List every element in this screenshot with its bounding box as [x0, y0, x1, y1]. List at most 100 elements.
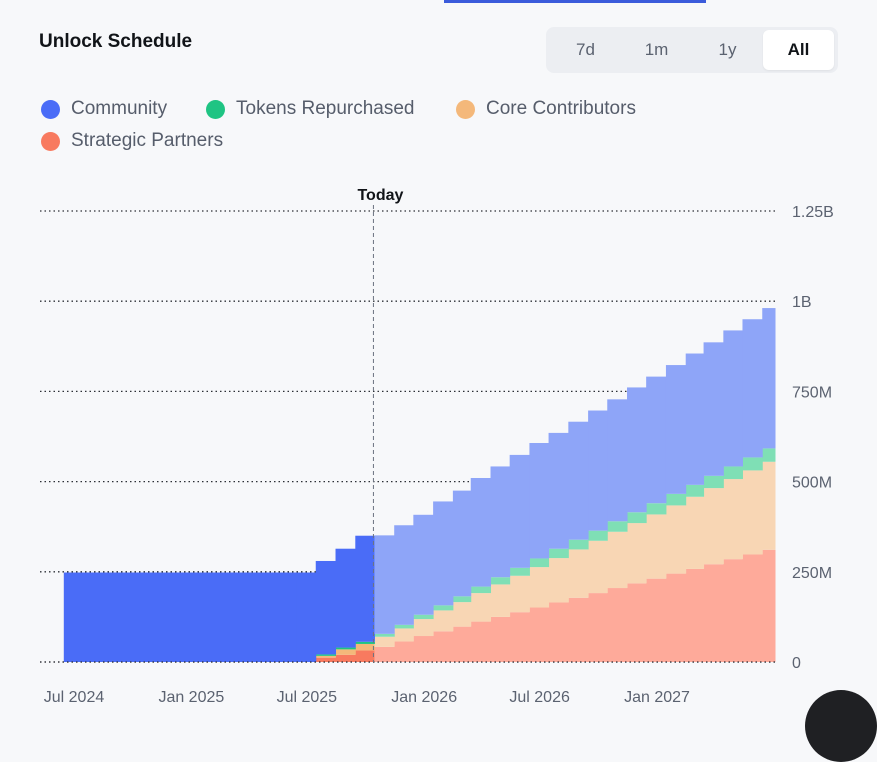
area-step-strategic-partners	[723, 559, 743, 662]
area-step-strategic-partners	[548, 602, 569, 662]
area-step-core-contributors	[335, 649, 356, 655]
area-step-core-contributors	[470, 593, 492, 622]
area-step-strategic-partners	[433, 631, 454, 662]
area-step-tokens-repurchased	[433, 605, 454, 611]
area-step-community	[315, 560, 337, 655]
unlock-schedule-card: Unlock Schedule 7d 1m 1y All Community T…	[39, 0, 877, 762]
area-step-tokens-repurchased	[335, 647, 356, 650]
area-step-community	[374, 535, 395, 634]
area-step-strategic-partners	[762, 549, 776, 662]
area-step-strategic-partners	[355, 650, 375, 662]
area-step-tokens-repurchased	[568, 539, 589, 550]
area-step-community	[646, 376, 667, 504]
range-all-button[interactable]: All	[763, 30, 834, 70]
area-step-community	[685, 353, 705, 485]
area-step-tokens-repurchased	[490, 577, 511, 585]
area-step-strategic-partners	[588, 593, 608, 662]
area-step-core-contributors	[665, 505, 687, 574]
core-contributors-dot-icon	[456, 99, 475, 119]
unlock-area-chart: 0 250M 500M 750M 1B 1.25B Today Jul 2024 Jan 202…	[40, 187, 834, 706]
chart-title: Unlock Schedule	[39, 31, 193, 52]
area-step-community	[335, 548, 356, 648]
legend-label: Strategic Partners	[71, 130, 224, 151]
area-step-community	[665, 365, 687, 494]
area-step-core-contributors	[529, 567, 550, 608]
area-step-community	[413, 514, 434, 615]
legend-label: Core Contributors	[486, 98, 636, 119]
area-step-community	[762, 308, 776, 449]
area-step-core-contributors	[607, 531, 628, 589]
area-step-community	[723, 330, 743, 467]
x-tick-label: Jan 2025	[158, 689, 224, 706]
area-step-community	[452, 490, 472, 597]
area-step-core-contributors	[646, 514, 667, 579]
area-step-strategic-partners	[607, 588, 628, 662]
strategic-partners-dot-icon	[41, 131, 60, 151]
area-step-strategic-partners	[529, 607, 550, 662]
area-step-core-contributors	[413, 619, 434, 637]
area-step-tokens-repurchased	[548, 548, 569, 559]
area-step-tokens-repurchased	[646, 503, 667, 515]
area-step-community	[529, 442, 550, 559]
y-tick-label: 1.25B	[792, 204, 834, 221]
area-step-core-contributors	[509, 575, 530, 613]
x-tick-label: Jul 2024	[44, 689, 105, 706]
area-step-tokens-repurchased	[452, 596, 472, 603]
legend-item-tokens-repurchased[interactable]: Tokens Repurchased	[206, 98, 415, 120]
area-step-tokens-repurchased	[529, 558, 550, 568]
today-label: Today	[357, 187, 403, 204]
area-step-community	[355, 535, 375, 642]
chat-help-button[interactable]	[805, 690, 877, 762]
x-tick-label: Jan 2026	[391, 689, 457, 706]
area-step-strategic-partners	[490, 616, 511, 662]
area-step-core-contributors	[685, 496, 705, 569]
area-step-core-contributors	[355, 643, 375, 651]
legend-item-core-contributors[interactable]: Core Contributors	[456, 98, 636, 120]
area-step-strategic-partners	[413, 636, 434, 662]
area-step-strategic-partners	[568, 597, 589, 662]
area-step-core-contributors	[703, 488, 724, 565]
range-1m-button[interactable]: 1m	[644, 40, 669, 59]
tokens-repurchased-dot-icon	[206, 99, 225, 119]
area-step-tokens-repurchased	[723, 466, 743, 480]
area-step-core-contributors	[627, 523, 647, 584]
area-step-strategic-partners	[665, 573, 687, 662]
area-step-strategic-partners	[627, 583, 647, 662]
area-step-tokens-repurchased	[355, 641, 375, 644]
area-step-tokens-repurchased	[470, 586, 492, 594]
area-step-tokens-repurchased	[627, 512, 647, 524]
area-step-community	[588, 410, 608, 531]
area-step-community	[742, 319, 763, 458]
community-dot-icon	[41, 99, 60, 119]
area-step-strategic-partners	[646, 578, 667, 662]
y-tick-label: 500M	[792, 475, 832, 492]
area-step-core-contributors	[452, 602, 472, 627]
area-step-community	[548, 432, 569, 549]
legend-item-community[interactable]: Community	[41, 98, 167, 120]
area-step-community	[433, 501, 454, 606]
time-range-selector: 7d 1m 1y All	[546, 27, 838, 73]
range-7d-button[interactable]: 7d	[576, 40, 595, 59]
x-tick-label: Jul 2026	[509, 689, 570, 706]
x-tick-label: Jul 2025	[277, 689, 338, 706]
area-step-community	[63, 572, 298, 662]
area-step-core-contributors	[394, 628, 414, 642]
area-step-tokens-repurchased	[315, 654, 337, 656]
area-step-core-contributors	[433, 610, 454, 632]
area-step-community	[568, 421, 589, 540]
area-step-core-contributors	[742, 470, 763, 555]
x-tick-label: Jan 2027	[624, 689, 690, 706]
area-step-strategic-partners	[394, 641, 414, 662]
area-step-tokens-repurchased	[762, 448, 776, 462]
area-step-community	[296, 572, 317, 662]
legend-item-strategic-partners[interactable]: Strategic Partners	[41, 130, 223, 152]
area-step-strategic-partners	[742, 554, 763, 662]
area-step-tokens-repurchased	[607, 521, 628, 532]
area-step-core-contributors	[548, 558, 569, 603]
area-step-strategic-partners	[470, 621, 492, 662]
area-step-tokens-repurchased	[685, 484, 705, 497]
range-1y-button[interactable]: 1y	[718, 40, 737, 59]
area-step-tokens-repurchased	[413, 614, 434, 620]
active-tab-indicator	[444, 0, 706, 3]
area-step-tokens-repurchased	[374, 633, 395, 637]
